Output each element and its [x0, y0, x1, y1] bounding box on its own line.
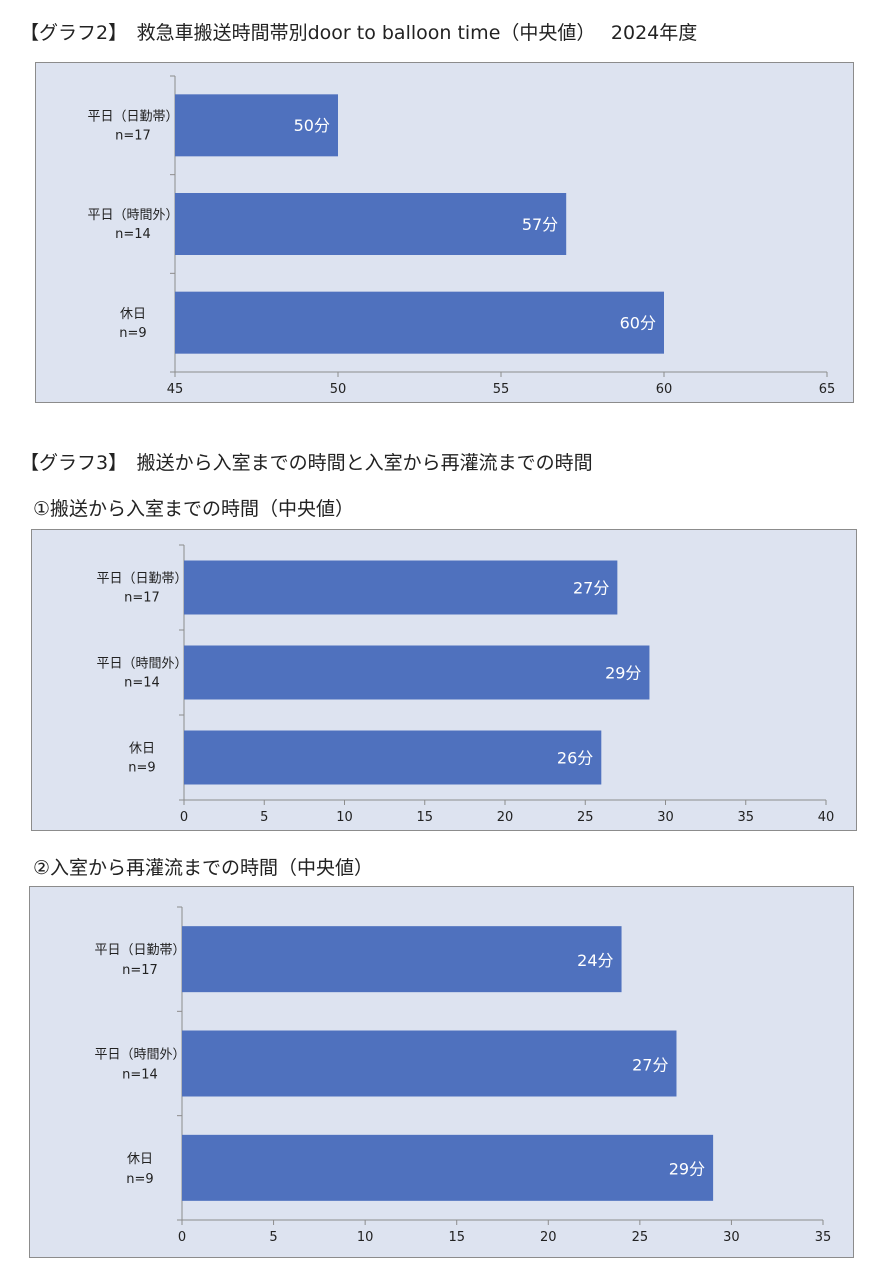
chart-panel-3: 0 5 10 15 20 25 30 35 24分 平日（日勤帯） n=17 27分 平日（時間外） n=…: [29, 886, 854, 1258]
graph3-heading: 【グラフ3】 搬送から入室までの時間と入室から再灌流までの時間: [20, 452, 593, 474]
category-label: 休日: [127, 1152, 153, 1167]
x-tick-label: 55: [493, 382, 510, 397]
category-label: 平日（日勤帯）: [96, 572, 187, 587]
category-label: 休日: [129, 742, 155, 757]
data-label: 27分: [632, 1055, 668, 1074]
bar: [175, 193, 567, 255]
data-label: 24分: [577, 951, 613, 970]
category-label: 平日（日勤帯）: [87, 110, 178, 125]
x-tick-label: 20: [540, 1230, 557, 1245]
x-tick-label: 15: [448, 1230, 465, 1245]
x-tick-label: 10: [336, 810, 353, 825]
chart-2-svg: 0 5 10 15 20 25 30 35 40 27分 平日（日勤帯） n=17 29分 平日（時間外）…: [96, 544, 835, 825]
graph2-heading: 【グラフ2】 救急車搬送時間帯別door to balloon time（中央値…: [20, 22, 698, 44]
category-label: n=9: [126, 1172, 153, 1187]
bar: [175, 291, 664, 354]
chart-1-svg: 45 50 55 60 65 50分 平日（日勤帯） n=17 57分 平日（時間外） n=14 60…: [87, 75, 836, 397]
category-label: n=17: [122, 963, 158, 978]
x-tick-label: 5: [269, 1230, 277, 1245]
graph3-sub2-heading: ②入室から再灌流までの時間（中央値）: [33, 857, 374, 879]
category-label: n=17: [115, 129, 151, 144]
category-label: n=14: [122, 1068, 158, 1083]
x-tick-label: 15: [416, 810, 433, 825]
x-tick-label: 30: [723, 1230, 740, 1245]
x-tick-label: 25: [632, 1230, 649, 1245]
category-label: 平日（時間外）: [87, 208, 178, 223]
x-tick-label: 20: [497, 810, 514, 825]
x-tick-label: 30: [657, 810, 674, 825]
data-label: 29分: [669, 1160, 705, 1179]
data-label: 29分: [605, 663, 641, 682]
bar: [182, 1030, 677, 1097]
data-label: 57分: [522, 215, 558, 234]
category-label: n=9: [119, 326, 146, 341]
bar: [182, 1134, 714, 1201]
x-tick-label: 25: [577, 810, 594, 825]
bar: [175, 94, 338, 157]
data-label: 27分: [573, 578, 609, 597]
bar: [182, 926, 622, 993]
data-label: 60分: [620, 313, 656, 332]
chart-panel-1: 45 50 55 60 65 50分 平日（日勤帯） n=17 57分 平日（時間外） n=14 60…: [35, 62, 854, 403]
x-tick-label: 50: [330, 382, 347, 397]
category-label: 平日（日勤帯）: [94, 943, 185, 958]
chart-3-svg: 0 5 10 15 20 25 30 35 24分 平日（日勤帯） n=17 27分 平日（時間外） n=…: [94, 906, 832, 1245]
data-label: 26分: [557, 748, 593, 767]
category-label: 休日: [120, 307, 146, 322]
x-tick-label: 0: [178, 1230, 186, 1245]
category-label: n=17: [124, 591, 160, 606]
x-tick-label: 60: [656, 382, 673, 397]
chart-panel-2: 0 5 10 15 20 25 30 35 40 27分 平日（日勤帯） n=17 29分 平日（時間外）…: [31, 529, 857, 831]
x-tick-label: 40: [818, 810, 835, 825]
category-label: 平日（時間外）: [96, 657, 187, 672]
x-tick-label: 35: [737, 810, 754, 825]
category-label: 平日（時間外）: [94, 1048, 185, 1063]
x-tick-label: 0: [180, 810, 188, 825]
data-label: 50分: [294, 116, 330, 135]
bar: [184, 730, 602, 785]
x-tick-label: 5: [260, 810, 268, 825]
bar: [184, 560, 618, 615]
x-tick-label: 65: [819, 382, 836, 397]
category-label: n=9: [128, 761, 155, 776]
bar: [184, 645, 650, 700]
category-label: n=14: [124, 676, 160, 691]
x-tick-label: 45: [167, 382, 184, 397]
x-tick-label: 10: [357, 1230, 374, 1245]
graph3-sub1-heading: ①搬送から入室までの時間（中央値）: [33, 498, 355, 520]
x-tick-label: 35: [815, 1230, 832, 1245]
category-label: n=14: [115, 227, 151, 242]
